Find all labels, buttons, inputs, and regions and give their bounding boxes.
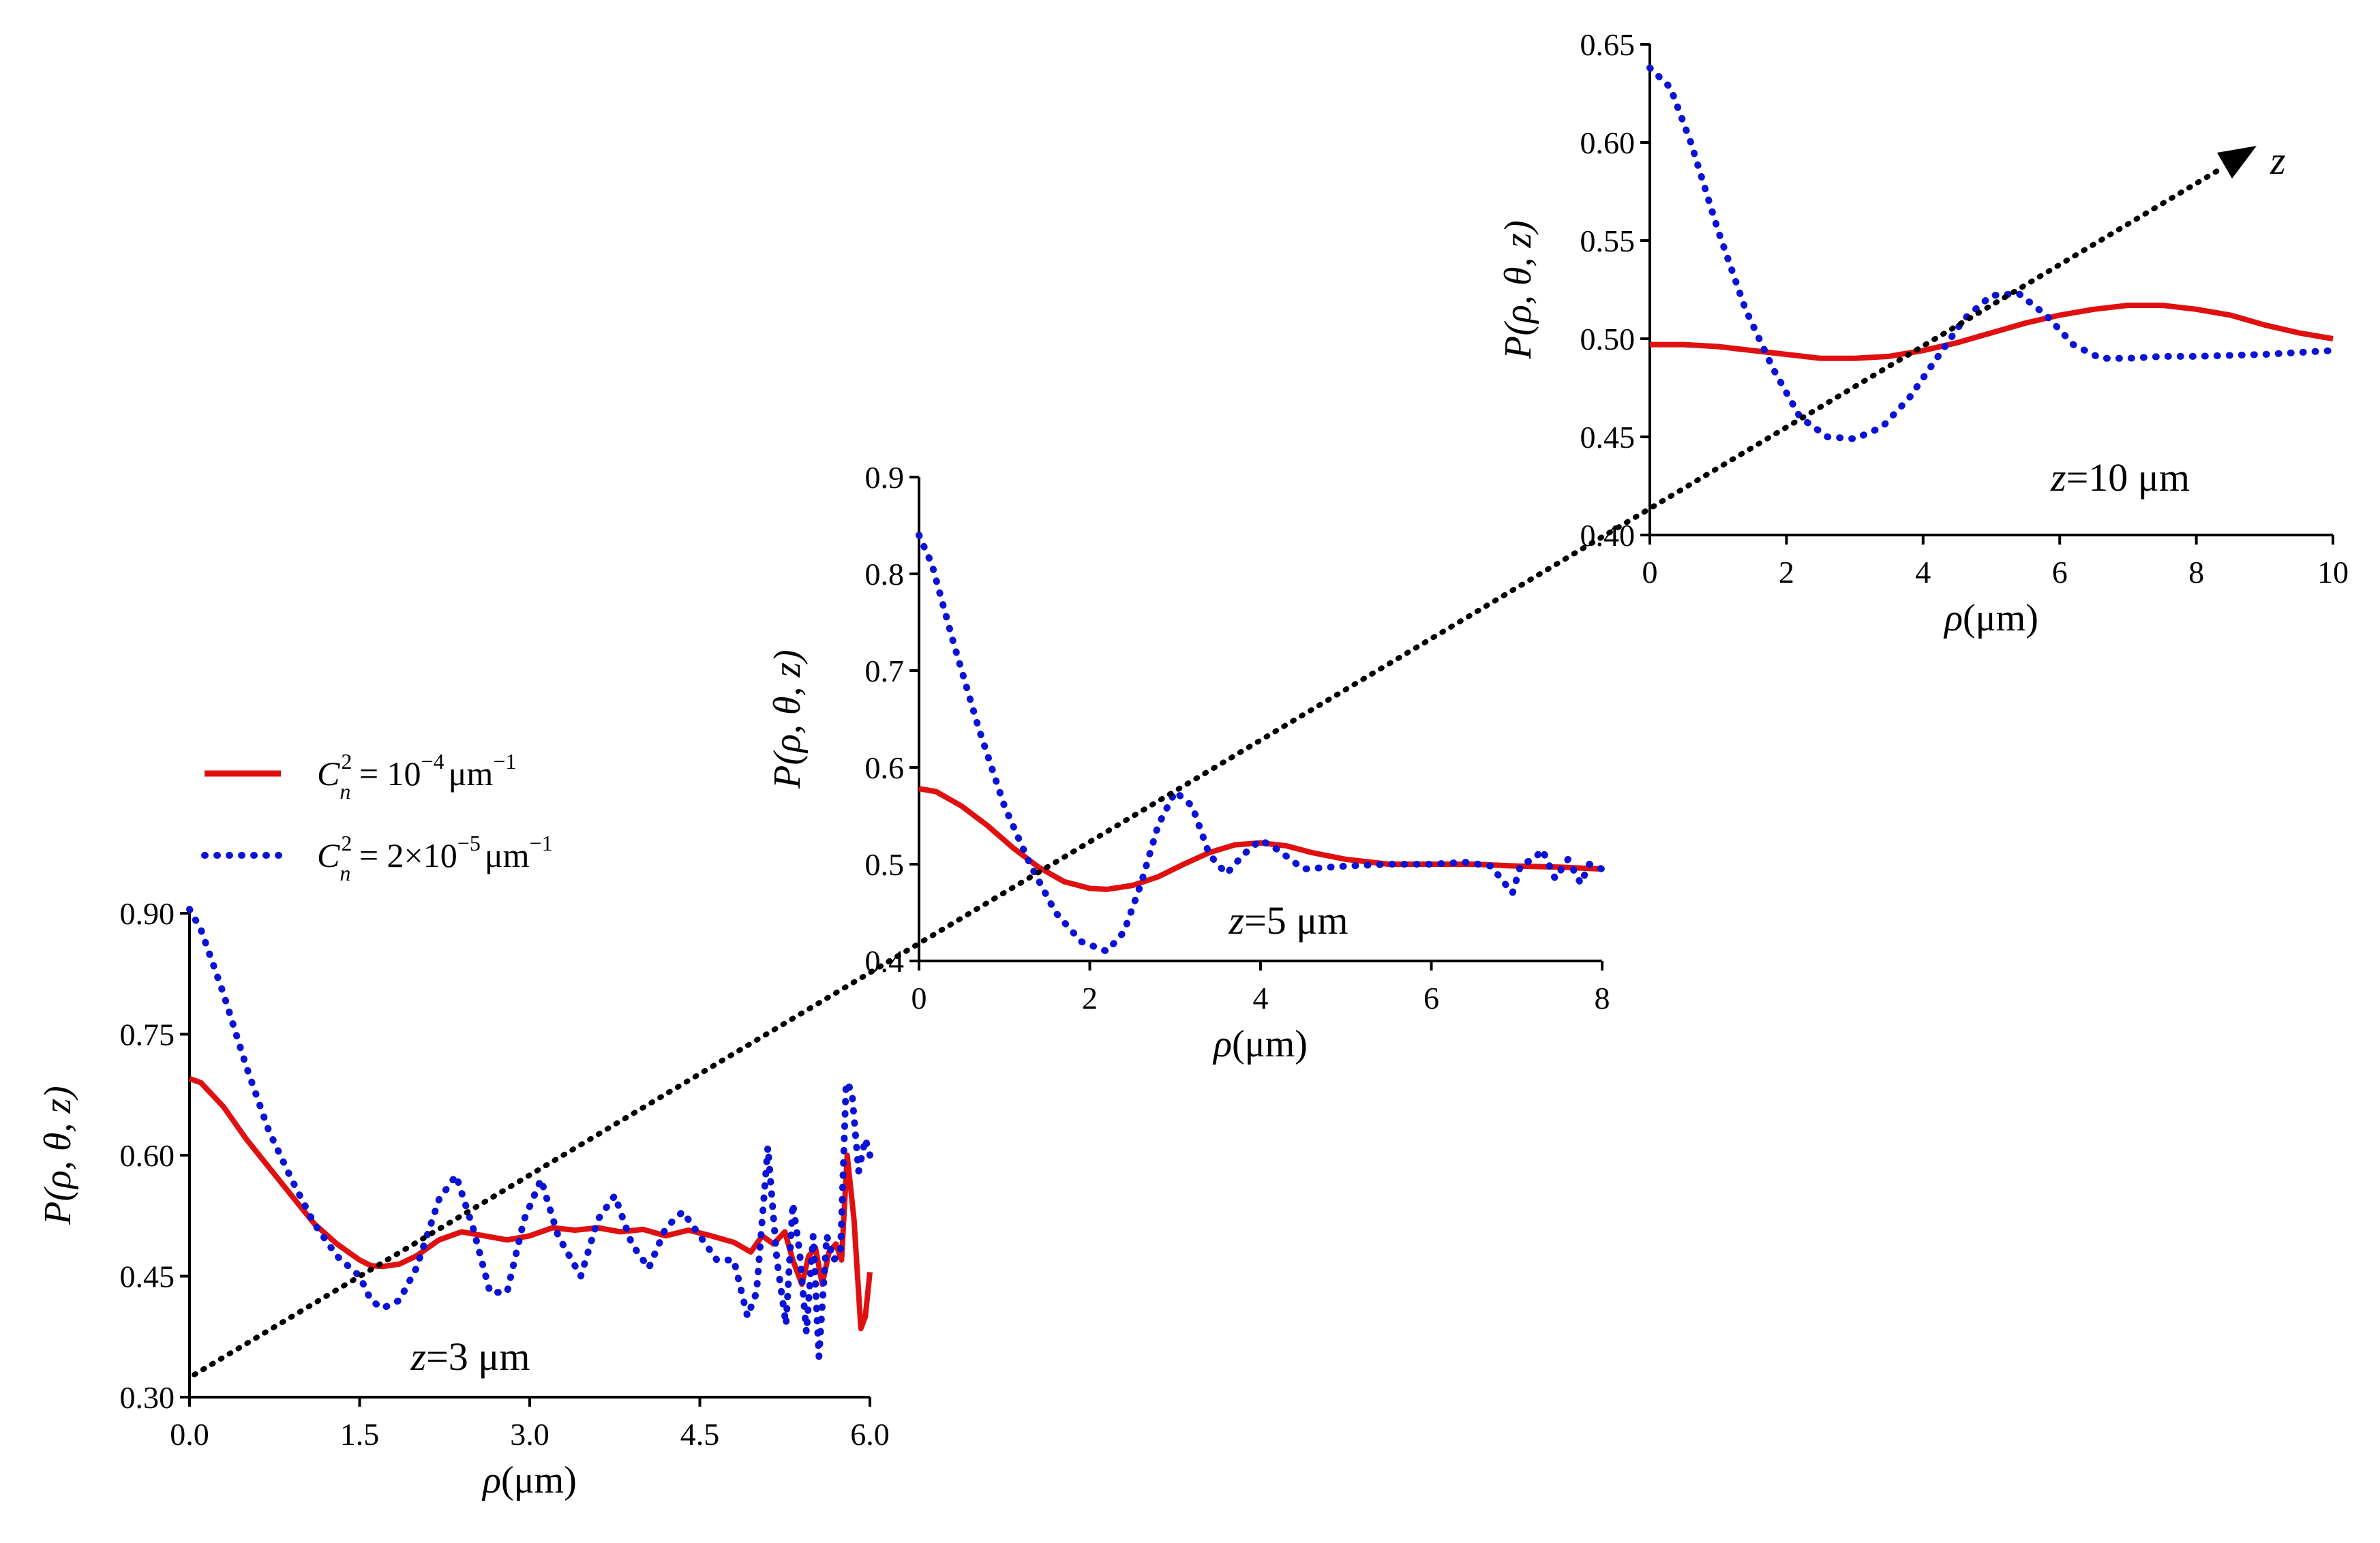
x-tick-label-z3: 4.5 — [680, 1417, 720, 1452]
y-tick-label-z3: 0.90 — [120, 896, 175, 931]
y-axis-label-z10: P(ρ, θ, z) — [1497, 220, 1539, 360]
series-dotted-z3 — [186, 906, 873, 1360]
legend1-sub: n — [340, 779, 350, 804]
x-tick-label-z5: 6 — [1424, 981, 1439, 1015]
series-solid-z10 — [1650, 303, 2334, 361]
x-tick-label-z3: 6.0 — [850, 1417, 890, 1452]
legend1-unit: μm — [449, 754, 494, 793]
series-dotted-z5 — [916, 532, 1606, 955]
panel-z5: 0 2 4 6 80.40.50.60.70.80.9ρ(μm)P(ρ, θ, z)z=… — [766, 460, 1610, 1065]
z-arrow-head — [2217, 146, 2257, 179]
x-tick-label-z3: 0.0 — [170, 1417, 209, 1452]
legend1-exp: −4 — [421, 749, 445, 774]
x-tick-label-z10: 4 — [1915, 555, 1931, 590]
x-tick-label-z5: 2 — [1082, 981, 1098, 1015]
x-tick-label-z3: 1.5 — [340, 1417, 380, 1452]
x-tick-label-z10: 10 — [2317, 555, 2349, 590]
legend2-unit: μm — [485, 836, 530, 874]
panel-annotation-z3: z=3 μm — [410, 1334, 530, 1379]
x-axis-label-z5: ρ(μm) — [1212, 1023, 1308, 1065]
y-tick-label-z3: 0.75 — [120, 1018, 175, 1052]
y-tick-label-z3: 0.30 — [120, 1380, 175, 1415]
legend1-eq: = 10 — [350, 754, 421, 793]
x-tick-label-z5: 8 — [1595, 981, 1610, 1015]
x-tick-label-z10: 2 — [1779, 555, 1794, 590]
legend2-sub: n — [340, 861, 350, 885]
panel-annotation-z5: z=5 μm — [1229, 898, 1349, 943]
legend1-sup: 2 — [341, 749, 352, 774]
series-dotted-z10 — [1646, 64, 2336, 442]
y-axis-label-z5: P(ρ, θ, z) — [766, 650, 809, 789]
y-tick-label-z10: 0.65 — [1580, 27, 1636, 62]
legend1-unit-exp: −1 — [493, 749, 516, 774]
x-axis-label-z10: ρ(μm) — [1943, 597, 2038, 639]
y-axis-label-z3: P(ρ, θ, z) — [37, 1086, 79, 1225]
legend: C2 n = 10−4 μm−1 C2 n = 2×10−5 μm−1 — [201, 749, 553, 885]
legend1-c: C — [317, 754, 340, 793]
y-tick-label-z5: 0.8 — [865, 557, 905, 592]
x-tick-label-z3: 3.0 — [510, 1417, 549, 1452]
y-tick-label-z5: 0.7 — [865, 654, 905, 688]
x-axis-label-z3: ρ(μm) — [481, 1459, 577, 1501]
legend2-unit-exp: −1 — [530, 831, 553, 855]
panel-z10: 0 2 4 6 8 100.400.450.500.550.600.65ρ(μm)P(ρ,… — [1497, 27, 2349, 639]
x-tick-label-z10: 8 — [2188, 555, 2204, 590]
legend2-exp: −5 — [457, 831, 481, 855]
y-tick-label-z10: 0.55 — [1580, 224, 1636, 258]
legend-label-series2: C2 n = 2×10−5 μm−1 — [317, 831, 553, 885]
z-axis-arrow: z — [192, 138, 2286, 1377]
legend2-c: C — [317, 836, 340, 874]
x-tick-label-z5: 0 — [912, 981, 927, 1015]
x-tick-label-z10: 0 — [1642, 555, 1658, 590]
y-tick-label-z5: 0.5 — [865, 847, 905, 882]
panel-z3: 0.0 1.5 3.0 4.5 6.0 0.30 0.45 0.60 0.75 0.90 ρ(μm)… — [37, 896, 890, 1501]
panel-annotation-z10: z=10 μm — [2050, 455, 2190, 500]
x-tick-label-z5: 4 — [1253, 981, 1269, 1015]
y-tick-label-z5: 0.6 — [865, 750, 905, 785]
y-tick-label-z5: 0.9 — [865, 460, 905, 495]
z-arrow-label: z — [2270, 138, 2286, 183]
y-tick-label-z3: 0.45 — [120, 1259, 175, 1294]
y-tick-label-z10: 0.50 — [1580, 322, 1636, 356]
y-tick-label-z10: 0.60 — [1580, 125, 1636, 160]
legend-label-series1: C2 n = 10−4 μm−1 — [317, 749, 516, 804]
y-tick-label-z10: 0.45 — [1580, 420, 1636, 455]
legend2-eq: = 2×10 — [350, 836, 457, 874]
y-tick-label-z3: 0.60 — [120, 1138, 175, 1173]
x-tick-label-z10: 6 — [2052, 555, 2068, 590]
legend2-sup: 2 — [341, 831, 352, 855]
